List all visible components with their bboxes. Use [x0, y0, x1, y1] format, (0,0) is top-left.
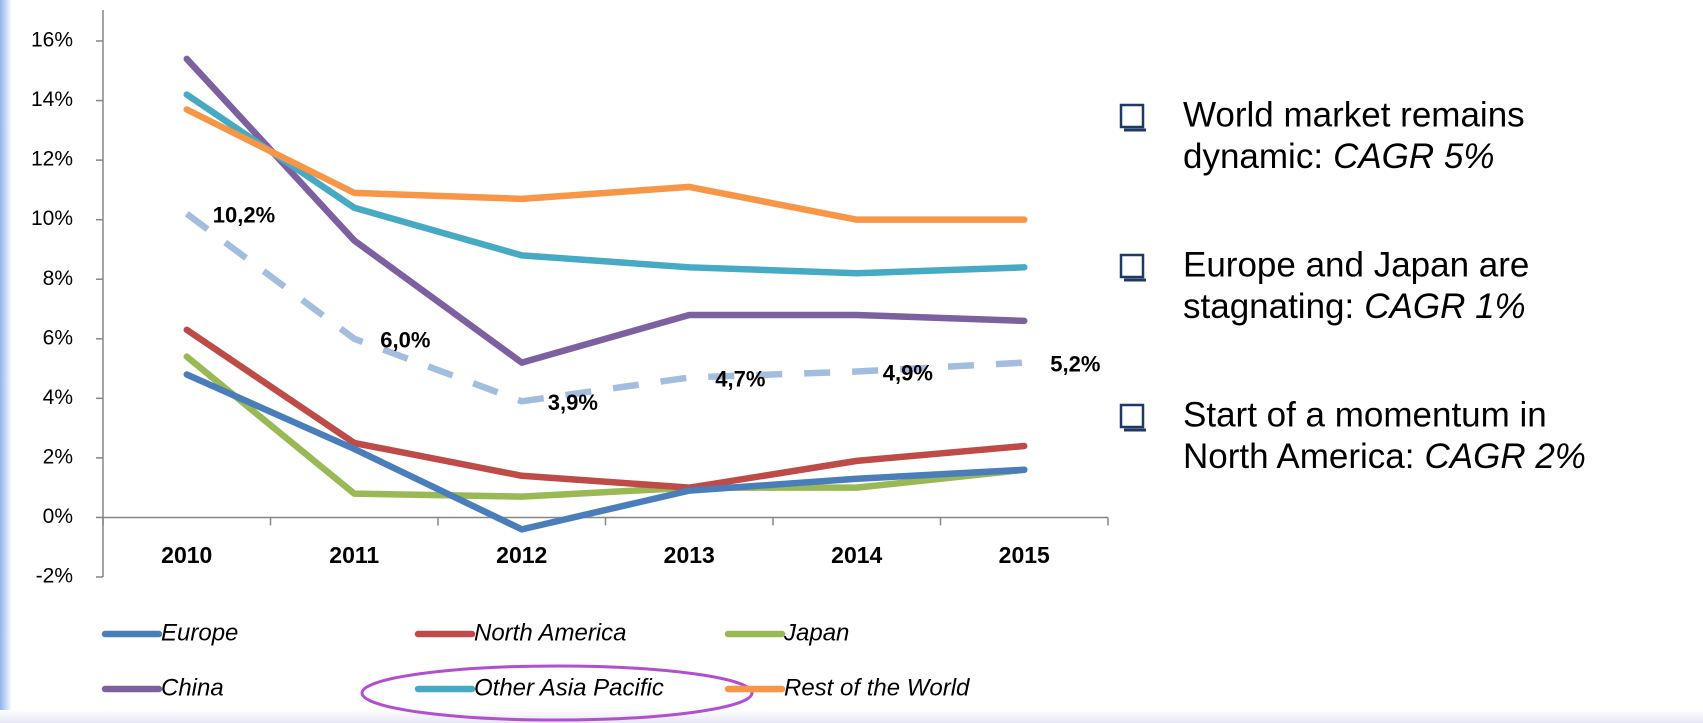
- legend-label: China: [161, 674, 224, 701]
- data-label: 6,0%: [380, 328, 430, 353]
- y-tick-label: 16%: [31, 29, 73, 52]
- note-emphasis: CAGR 1%: [1364, 287, 1525, 326]
- note-line: Europe and Japan are: [1183, 245, 1529, 284]
- bullet-box: [1119, 403, 1145, 429]
- y-tick-label: 8%: [43, 267, 73, 290]
- y-tick-label: 4%: [43, 386, 73, 409]
- x-tick-label: 2014: [831, 542, 882, 568]
- note-text: North America:: [1183, 437, 1414, 476]
- plot: -2% 0% 2% 4% 6% 8% 10% 12% 14% 16% 2010 2011 2012 201…: [31, 10, 1109, 701]
- bottom-edge: [0, 710, 1703, 723]
- legend-label: Europe: [161, 619, 238, 646]
- y-tick-label: 2%: [43, 445, 73, 468]
- y-tick-label: 10%: [31, 207, 73, 230]
- x-tick-label: 2010: [161, 542, 212, 568]
- legend-label: Other Asia Pacific: [474, 674, 664, 701]
- x-tick-label: 2011: [329, 542, 379, 568]
- note-emphasis: CAGR 5%: [1333, 137, 1494, 176]
- x-tick-label: 2015: [999, 542, 1050, 568]
- y-tick-label: -2%: [36, 565, 73, 588]
- data-label: 10,2%: [213, 203, 275, 228]
- note-emphasis: CAGR 2%: [1424, 437, 1585, 476]
- legend-label: Rest of the World: [784, 674, 970, 701]
- series-line: [183, 371, 1028, 533]
- x-tick-label: 2012: [496, 542, 547, 568]
- note-line: stagnating: CAGR 1%: [1183, 287, 1526, 326]
- series-line: [183, 106, 1028, 223]
- data-label: 5,2%: [1050, 351, 1100, 376]
- series-line: [183, 91, 1028, 277]
- highlight-ellipse: [360, 664, 754, 722]
- note-line: World market remains: [1183, 95, 1525, 134]
- legend-label: Japan: [783, 619, 849, 646]
- note-text: stagnating:: [1183, 287, 1354, 326]
- legend-label: North America: [474, 619, 626, 646]
- y-tick-label: 0%: [43, 505, 73, 528]
- bullet-box: [1119, 103, 1145, 129]
- series-line: [183, 353, 1028, 500]
- x-tick-label: 2013: [664, 542, 715, 568]
- data-label: 4,9%: [883, 360, 933, 385]
- note-line: Start of a momentum in: [1183, 395, 1547, 434]
- bullet-box: [1119, 253, 1145, 279]
- note-line: dynamic: CAGR 5%: [1183, 137, 1495, 176]
- y-tick-label: 6%: [43, 326, 73, 349]
- data-label: 4,7%: [715, 366, 765, 391]
- note-text: dynamic:: [1183, 137, 1323, 176]
- series-line: [183, 55, 1028, 366]
- left-edge: [0, 0, 12, 723]
- y-tick-label: 14%: [31, 88, 73, 111]
- y-tick-label: 12%: [31, 148, 73, 171]
- note-line: North America: CAGR 2%: [1183, 437, 1586, 476]
- series-line: [183, 326, 1028, 491]
- data-label: 3,9%: [548, 390, 598, 415]
